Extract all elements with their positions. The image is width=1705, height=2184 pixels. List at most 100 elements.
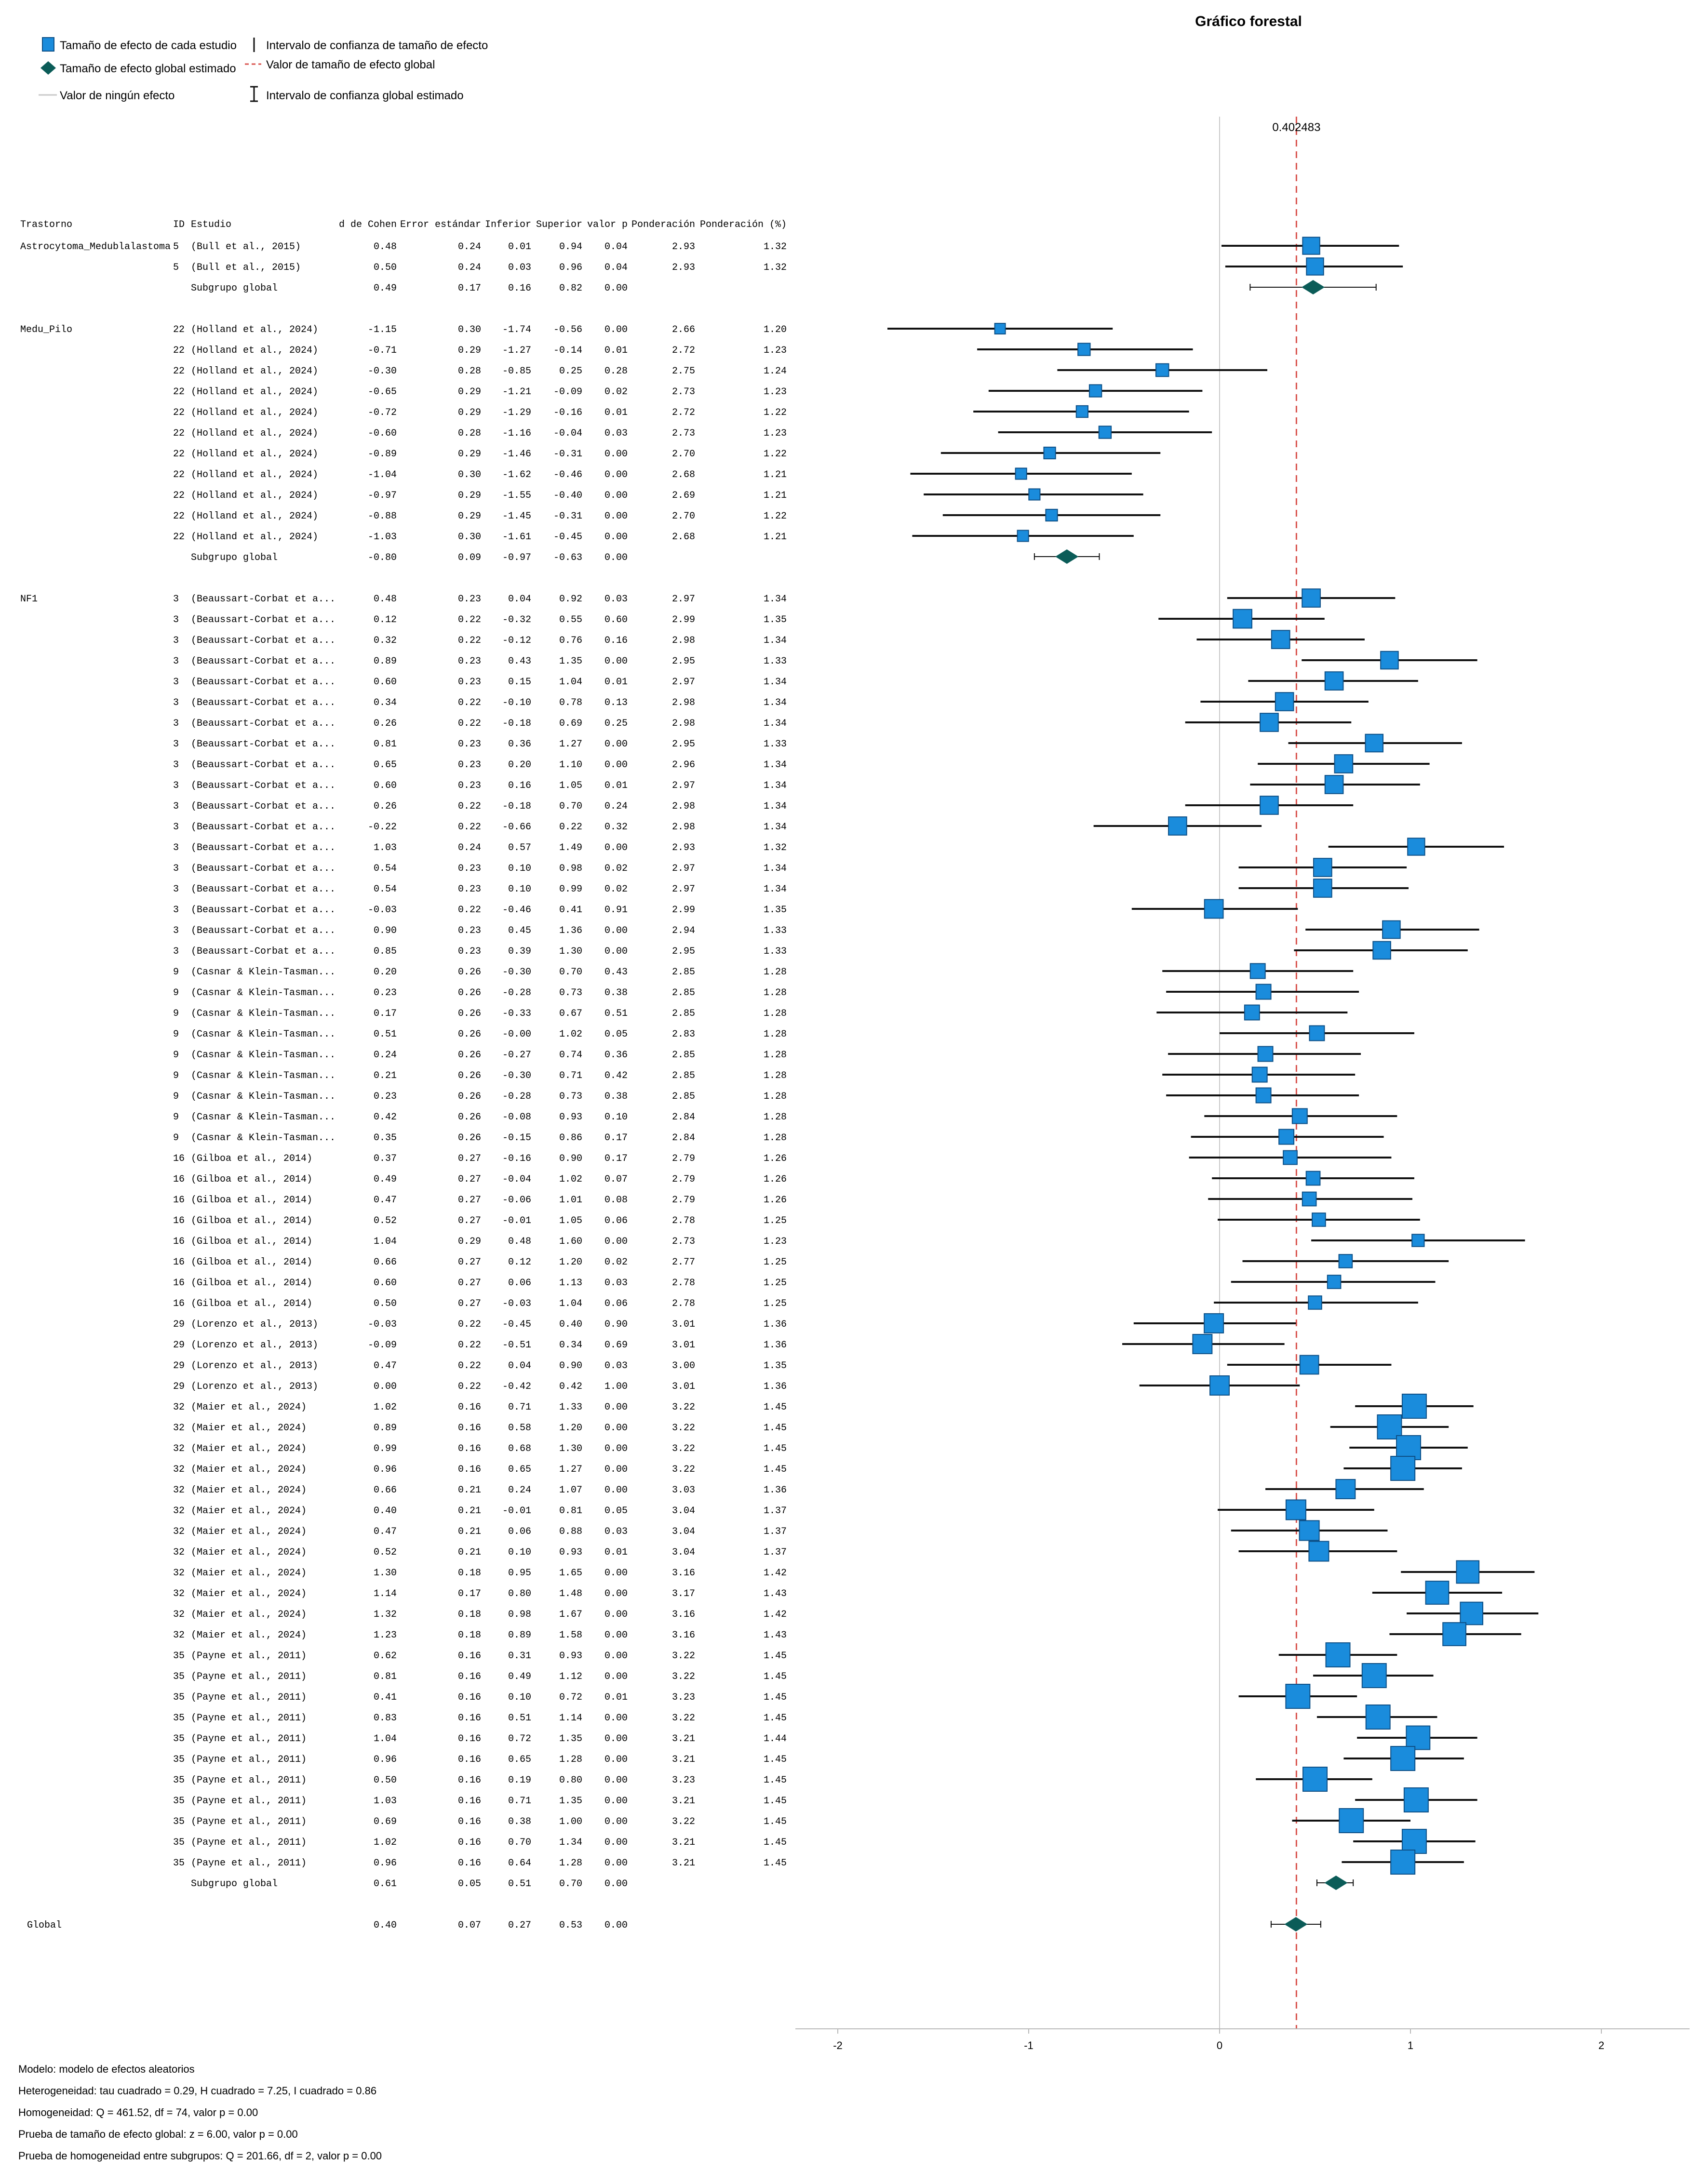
row-w: 2.97: [672, 884, 695, 895]
row-study: (Casnar & Klein-Tasman...: [191, 1029, 336, 1040]
row-wp: 1.21: [764, 469, 787, 480]
row-lo: -0.10: [502, 697, 531, 708]
legend-overall-line-label: Valor de tamaño de efecto global: [266, 58, 435, 71]
study-row: 3 (Beaussart-Corbat et a... 1.03 0.24 0.57 1.…: [173, 838, 1504, 856]
row-study: (Maier et al., 2024): [191, 1423, 307, 1434]
study-row: 9 (Casnar & Klein-Tasman... 0.51 0.26 -0.00 1…: [173, 1025, 1414, 1041]
row-se: 0.09: [458, 552, 481, 563]
row-id: 32: [173, 1505, 185, 1517]
legend-study-es-label: Tamaño de efecto de cada estudio: [60, 39, 237, 52]
row-wp: 1.22: [764, 407, 787, 418]
row-w: 2.68: [672, 469, 695, 480]
row-p: 0.00: [604, 1837, 628, 1848]
study-row: 9 (Casnar & Klein-Tasman... 0.42 0.26 -0.08 0…: [173, 1108, 1397, 1124]
col-header-weight-pct: Ponderación (%): [700, 219, 787, 230]
row-id: 16: [173, 1195, 185, 1206]
study-row: 35 (Payne et al., 2011) 0.96 0.16 0.64 1.28 0.…: [173, 1850, 1464, 1875]
row-id: 35: [173, 1775, 185, 1786]
study-effect-box: [1302, 1191, 1317, 1207]
row-p: 0.16: [604, 635, 628, 646]
row-w: 2.96: [672, 759, 695, 771]
study-row: 22 (Holland et al., 2024) -0.72 0.29 -1.29 -0…: [173, 405, 1189, 418]
row-d: 0.89: [374, 656, 397, 667]
row-hi: 0.81: [559, 1505, 582, 1517]
row-se: 0.30: [458, 324, 481, 335]
study-row: 29 (Lorenzo et al., 2013) -0.03 0.22 -0.45 0.…: [173, 1313, 1296, 1333]
study-effect-box: [1255, 1087, 1272, 1104]
row-hi: -0.16: [553, 407, 582, 418]
study-row: 32 (Maier et al., 2024) 0.52 0.21 0.10 0.93 0.…: [173, 1541, 1397, 1562]
study-row: 3 (Beaussart-Corbat et a... 0.12 0.22 -0.32 0…: [173, 609, 1325, 629]
row-p: 0.00: [604, 511, 628, 522]
footer-homogeneity: Homogeneidad: Q = 461.52, df = 74, valor…: [18, 2106, 258, 2118]
row-p: 0.00: [604, 1630, 628, 1641]
row-se: 0.16: [458, 1402, 481, 1413]
row-p: 0.01: [604, 345, 628, 356]
row-d: 0.83: [374, 1713, 397, 1724]
row-hi: 0.41: [559, 905, 582, 916]
row-d: 0.37: [374, 1153, 397, 1164]
study-row: 3 (Beaussart-Corbat et a... 0.34 0.22 -0.10 0…: [173, 692, 1369, 711]
row-study: (Bull et al., 2015): [191, 241, 301, 253]
row-id: 22: [173, 407, 185, 418]
study-effect-box: [1401, 1829, 1427, 1854]
row-wp: 1.43: [764, 1630, 787, 1641]
study-row: 16 (Gilboa et al., 2014) 0.60 0.27 0.06 1.13 0…: [173, 1275, 1436, 1289]
row-d: 0.23: [374, 1091, 397, 1102]
row-d: 1.04: [374, 1236, 397, 1247]
row-d: -0.03: [368, 1319, 397, 1330]
col-header-weight: Ponderación: [631, 219, 695, 230]
row-wp: 1.25: [764, 1257, 787, 1268]
study-effect-box: [1275, 692, 1294, 711]
row-d: -1.15: [368, 324, 397, 335]
row-lo: -1.21: [502, 386, 531, 398]
row-w: 3.01: [672, 1319, 695, 1330]
row-lo: -0.06: [502, 1195, 531, 1206]
study-row: 3 (Beaussart-Corbat et a... 0.65 0.23 0.20 1.…: [173, 754, 1430, 773]
row-id: 32: [173, 1568, 185, 1579]
study-effect-box: [1285, 1499, 1306, 1520]
study-effect-box: [1260, 796, 1279, 815]
row-id: 3: [173, 635, 179, 646]
row-w: 3.22: [672, 1671, 695, 1682]
overall-effect-value-label: 0.402483: [1272, 121, 1320, 134]
row-se: 0.16: [458, 1754, 481, 1765]
study-row: 9 (Casnar & Klein-Tasman... 0.35 0.26 -0.15 0…: [173, 1129, 1384, 1145]
row-se: 0.24: [458, 842, 481, 853]
x-tick-label: 2: [1598, 2039, 1604, 2051]
row-hi: 1.65: [559, 1568, 582, 1579]
row-lo: 0.27: [508, 1920, 531, 1931]
row-id: 22: [173, 345, 185, 356]
row-wp: 1.28: [764, 987, 787, 999]
row-d: 0.69: [374, 1816, 397, 1827]
row-wp: 1.45: [764, 1443, 787, 1454]
row-lo: -0.45: [502, 1319, 531, 1330]
study-effect-box: [1313, 879, 1332, 898]
study-effect-box: [1251, 1066, 1268, 1083]
row-id: 16: [173, 1153, 185, 1164]
row-wp: 1.45: [764, 1692, 787, 1703]
row-hi: 1.12: [559, 1671, 582, 1682]
row-hi: 1.35: [559, 1733, 582, 1745]
row-id: 22: [173, 366, 185, 377]
row-hi: 1.30: [559, 946, 582, 957]
row-lo: 0.10: [508, 1692, 531, 1703]
row-se: 0.21: [458, 1505, 481, 1517]
row-w: 2.79: [672, 1174, 695, 1185]
study-effect-box: [1299, 1520, 1320, 1541]
row-id: 9: [173, 1091, 179, 1102]
row-wp: 1.45: [764, 1651, 787, 1662]
row-p: 0.43: [604, 967, 628, 978]
row-p: 0.00: [604, 1464, 628, 1475]
row-lo: 0.36: [508, 739, 531, 750]
row-lo: -0.42: [502, 1381, 531, 1392]
row-d: 0.60: [374, 677, 397, 688]
study-row: 35 (Payne et al., 2011) 0.41 0.16 0.10 0.72 0.…: [173, 1684, 1357, 1709]
study-effect-box: [1380, 651, 1399, 670]
row-p: 0.03: [604, 1526, 628, 1537]
row-se: 0.16: [458, 1692, 481, 1703]
row-group-label: Global: [27, 1920, 62, 1931]
row-lo: 0.72: [508, 1733, 531, 1745]
study-effect-box: [1377, 1414, 1402, 1439]
row-study: (Holland et al., 2024): [191, 428, 318, 439]
